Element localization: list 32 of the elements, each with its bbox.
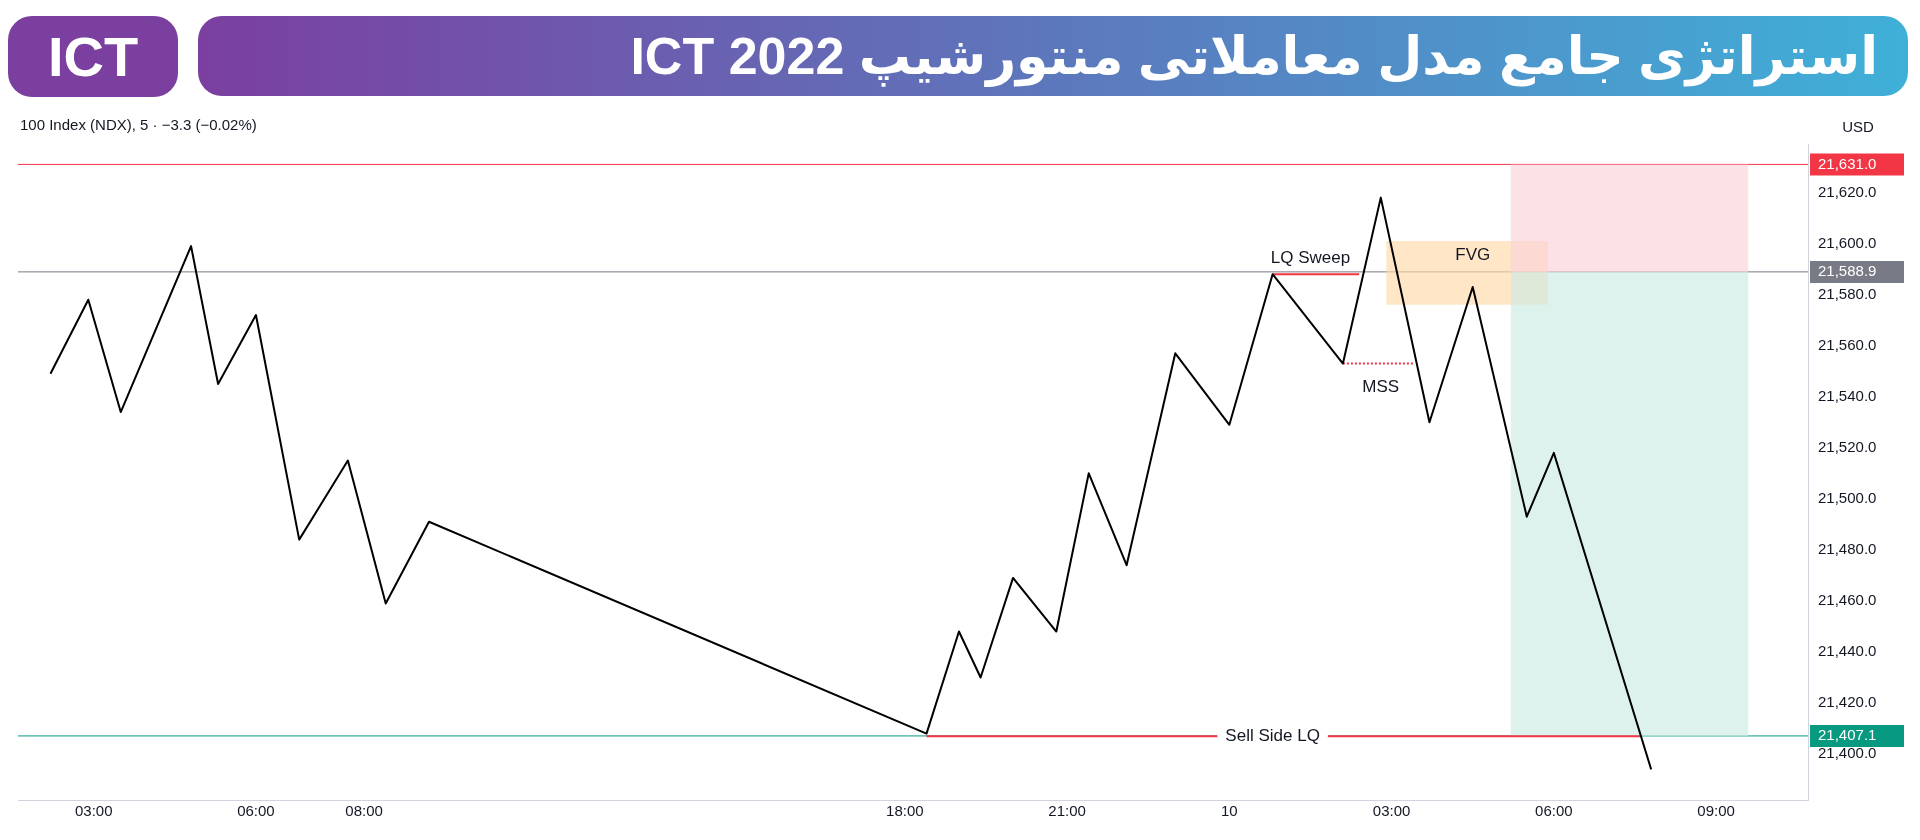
y-tick-label: 21,520.0 (1818, 437, 1877, 455)
chart-subtitle: ICT (8, 15, 179, 97)
ref-line-label: 21,407.1 (1818, 726, 1877, 744)
y-tick-label: 21,460.0 (1818, 591, 1877, 609)
annotation: Sell Side LQ (1225, 725, 1320, 745)
x-tick-label: 09:00 (1697, 802, 1735, 820)
ref-line-label: 21,588.9 (1818, 262, 1877, 280)
annotation: MSS (1362, 377, 1400, 397)
y-tick-label: 21,560.0 (1818, 335, 1877, 353)
x-tick-label: 21:00 (1048, 802, 1086, 820)
y-tick-label: 21,500.0 (1818, 488, 1877, 506)
y-tick-label: 21,440.0 (1818, 642, 1877, 660)
y-tick-label: 21,580.0 (1818, 284, 1877, 302)
text: 100 Index (NDX), 5 · −3.3 (−0.02%) (20, 116, 257, 134)
annotation: LQ Sweep (1270, 247, 1351, 267)
x-tick-label: 10 (1221, 802, 1238, 820)
y-tick-label: 21,540.0 (1818, 386, 1877, 404)
x-tick-label: 03:00 (74, 802, 113, 820)
annotation: FVG (1455, 245, 1491, 265)
x-tick-label: 03:00 (1372, 802, 1411, 820)
chart-title: استراتژی جامع مدل معاملاتی منتورشیپ ICT 2022 (198, 16, 1908, 96)
y-tick-label: 21,400.0 (1818, 744, 1877, 762)
y-tick-label: 21,600.0 (1818, 233, 1877, 251)
text: USD (1842, 118, 1874, 136)
x-tick-label: 06:00 (1535, 802, 1573, 820)
y-tick-label: 21,480.0 (1818, 539, 1877, 557)
x-tick-label: 18:00 (886, 802, 924, 820)
x-tick-label: 08:00 (345, 802, 383, 820)
y-tick-label: 21,420.0 (1818, 693, 1877, 711)
y-tick-label: 21,620.0 (1818, 182, 1877, 200)
x-tick-label: 06:00 (237, 802, 275, 820)
ref-line-label: 21,631.0 (1818, 154, 1877, 172)
